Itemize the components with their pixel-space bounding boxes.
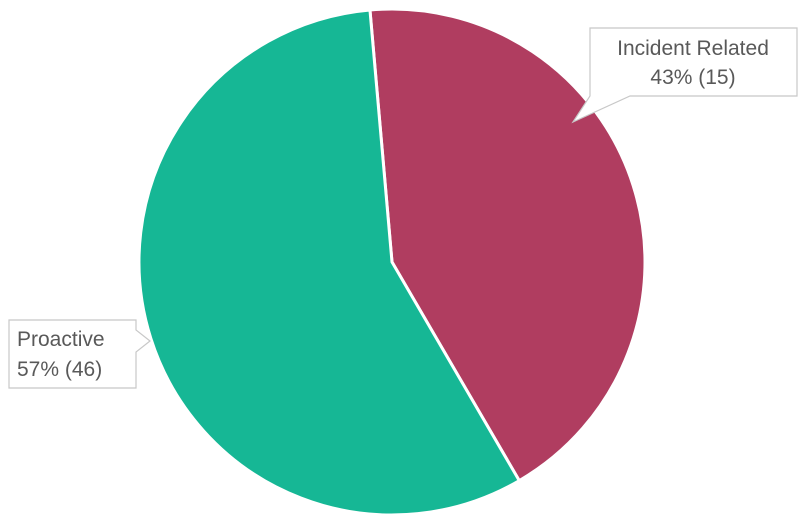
- callout-box-incident-related: [571, 27, 798, 124]
- slice-value-proactive: 57% (46): [17, 358, 102, 381]
- callout-incident-related: Incident Related 43% (15): [571, 27, 798, 124]
- pie-slice-proactive: [137, 8, 522, 516]
- pie-slice-incident-related: [368, 7, 647, 483]
- slice-label-proactive: Proactive: [17, 328, 105, 351]
- pie-slices: [137, 7, 647, 516]
- callout-box-proactive: [8, 319, 151, 389]
- slice-value-incident-related: 43% (15): [650, 66, 735, 89]
- callout-proactive: Proactive 57% (46): [8, 319, 151, 389]
- slice-label-incident-related: Incident Related: [617, 37, 769, 60]
